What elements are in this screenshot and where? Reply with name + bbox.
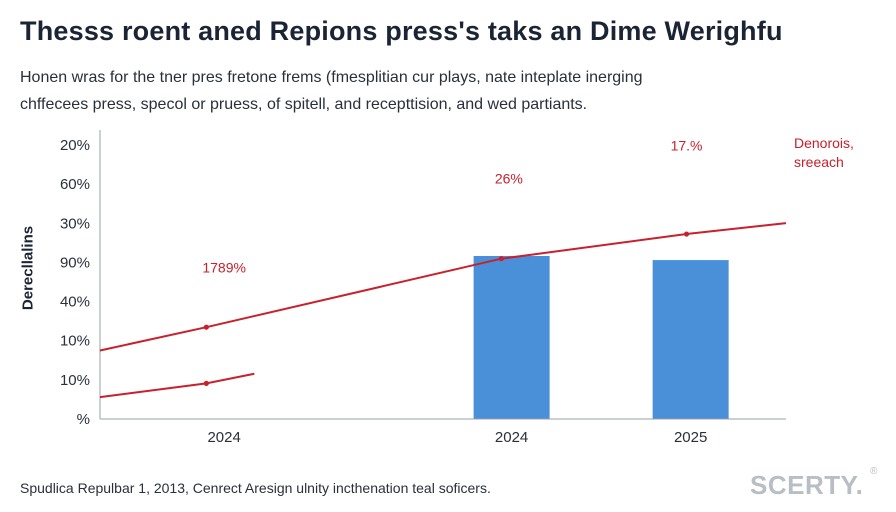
subtitle-line-2: chffecees press, specol or pruess, of sp… [20,96,588,113]
y-tick-label: 20% [60,137,90,154]
y-axis-ticks: 20% 60% 30% 90% 40% 10% 10%% [60,137,90,428]
x-tick-label: 2024 [495,429,528,446]
y-tick-label: 30% [60,215,90,232]
x-axis-ticks: 2024 2024 2025 [207,429,707,446]
registered-mark: ® [870,466,878,477]
bar-group [473,255,729,419]
y-tick-label: 60% [60,176,90,193]
line-marker [203,324,209,330]
chart-title: Thesss roent aned Repions press's taks a… [20,16,783,46]
annotation-label-1: 1789% [202,259,246,275]
annotation-label-2: 26% [495,170,523,186]
x-tick-label: 2025 [674,429,707,446]
y-tick-label: 40% [60,294,90,311]
line-series-2 [99,372,255,399]
y-tick-label: % [77,411,90,428]
series-label-line-2: sreeach [794,154,844,170]
line-marker [203,380,209,386]
subtitle-line-1: Honen wras for the tner pres fretone fre… [20,69,643,86]
brand-logo: SCERTY. [750,470,864,500]
y-tick-label: 10% [60,333,90,350]
y-tick-label: 10% [60,372,90,389]
annotation-label-3: 17.% [671,137,703,153]
line-marker [683,231,690,237]
source-note: Spudlica Repulbar 1, 2013, Cenrect Aresi… [20,480,491,496]
bar-2024-1 [473,255,550,419]
series-label: Denorois, sreeach [794,135,854,170]
line-marker [498,256,504,262]
chart-subtitle: Honen wras for the tner pres fretone fre… [20,64,740,118]
bar-2025-2 [652,260,729,419]
series-label-line-1: Denorois, [794,135,854,151]
annotation-group: 1789% 26% 17.% [202,137,702,275]
line-series-group [99,222,787,399]
y-tick-label: 90% [60,254,90,271]
x-tick-label: 2024 [207,429,240,446]
